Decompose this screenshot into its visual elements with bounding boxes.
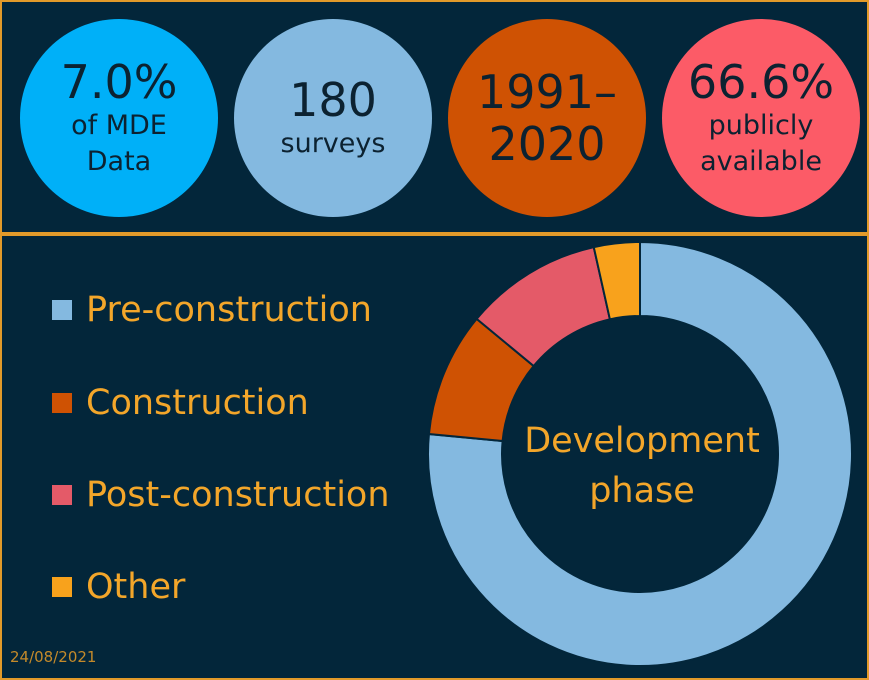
chart-panel: Pre-construction Construction Post-const… (0, 234, 869, 680)
legend-swatch (52, 393, 72, 413)
stat-mde-share: 7.0% of MDE Data (20, 19, 218, 217)
legend-label: Post-construction (86, 475, 390, 515)
stat-value: 66.6% (687, 55, 835, 109)
stat-caption: publicly available (700, 110, 822, 177)
legend-label: Construction (86, 383, 309, 423)
stat-public: 66.6% publicly available (662, 19, 860, 217)
donut-slice-pre-construction (427, 240, 853, 667)
legend-item-other: Other (52, 567, 185, 607)
legend-swatch (52, 577, 72, 597)
legend-label: Pre-construction (86, 290, 372, 330)
date-stamp: 24/08/2021 (10, 648, 97, 666)
stat-value: 180 (289, 73, 377, 127)
stats-panel: 7.0% of MDE Data 180 surveys 1991– 2020 … (0, 0, 869, 234)
stat-caption: surveys (280, 128, 386, 159)
donut-chart (427, 240, 853, 667)
legend-item-construction: Construction (52, 383, 309, 423)
legend-item-post-construction: Post-construction (52, 475, 390, 515)
stat-value: 1991– 2020 (476, 65, 618, 171)
legend-swatch (52, 300, 72, 320)
legend-swatch (52, 485, 72, 505)
stat-surveys: 180 surveys (234, 19, 432, 217)
chart-title: Development phase (524, 421, 760, 511)
legend-item-pre-construction: Pre-construction (52, 290, 372, 330)
legend-label: Other (86, 567, 186, 607)
donut-slice-other (592, 240, 641, 321)
stat-value: 7.0% (60, 55, 178, 109)
stat-years: 1991– 2020 (448, 19, 646, 217)
stat-caption: of MDE Data (71, 110, 167, 177)
